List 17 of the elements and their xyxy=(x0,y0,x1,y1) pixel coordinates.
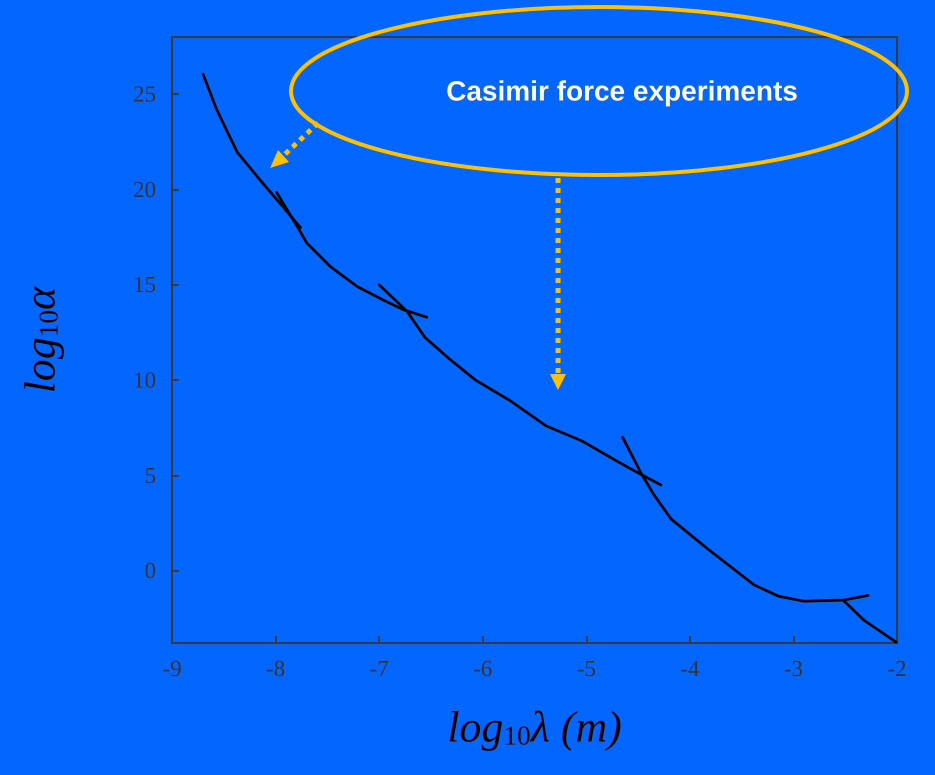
x-tick-label: -2 xyxy=(887,656,907,681)
x-tick-label: -8 xyxy=(266,656,286,681)
y-axis-title: log10α xyxy=(16,286,64,394)
y-tick-label: 15 xyxy=(133,272,156,298)
x-tick-label: -7 xyxy=(370,656,389,681)
x-tick-label: -9 xyxy=(162,656,182,681)
x-tick-label: -5 xyxy=(576,656,596,681)
x-axis-title: log10λ (m) xyxy=(447,702,622,752)
y-tick-label: 25 xyxy=(133,82,156,107)
annotation: Casimir force experiments xyxy=(446,76,798,106)
x-tick-label: -3 xyxy=(784,656,804,681)
y-tick-label: 10 xyxy=(133,368,156,393)
y-tick-label: 5 xyxy=(144,462,156,488)
x-tick-label: -6 xyxy=(473,656,492,681)
y-tick-label: 0 xyxy=(144,558,156,584)
y-tick-label: 20 xyxy=(133,176,156,202)
x-tick-label: -4 xyxy=(680,656,700,681)
